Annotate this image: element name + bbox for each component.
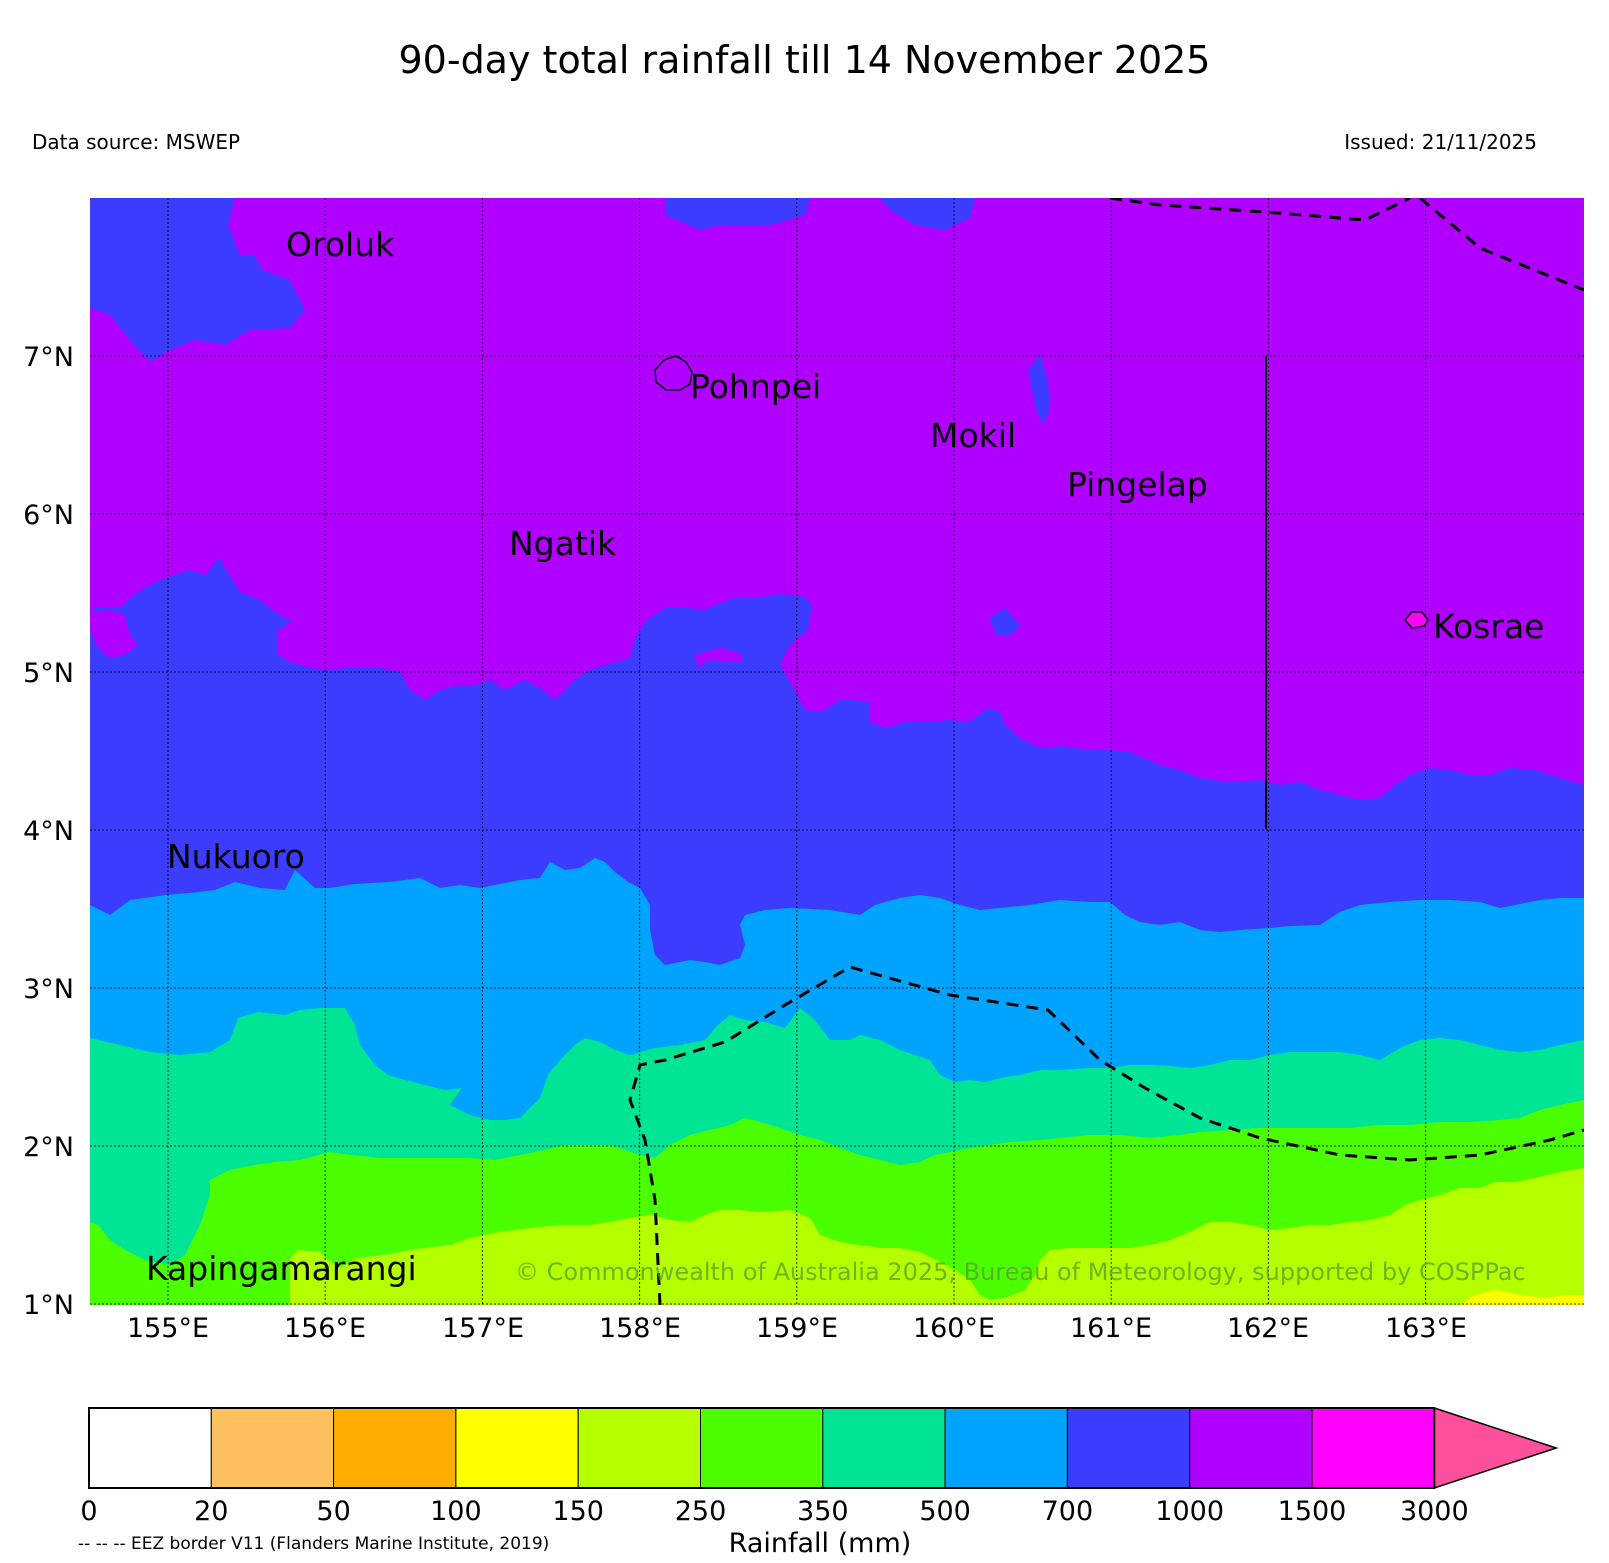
place-mokil: Mokil [930,416,1016,455]
colorbar-swatches [88,1406,1559,1490]
colorbar-frame [88,1407,1436,1489]
eez-border [1419,198,1584,292]
colorbar-swatch [577,1407,702,1489]
lon-label: 156°E [284,1313,366,1340]
band-700-1000 [990,608,1020,636]
colorbar-swatch [333,1407,457,1489]
colorbar-swatch [822,1407,946,1489]
issued-date: Issued: 21/11/2025 [1344,130,1537,154]
colorbar-tick-label: 20 [194,1496,228,1527]
island-kosrae [1404,611,1429,629]
lat-label: 4°N [23,816,74,847]
band-700-1000 [90,198,305,362]
colorbar-tick-label: 700 [1042,1496,1094,1527]
colorbar-tick-label: 1000 [1155,1496,1224,1527]
lon-label: 161°E [1070,1313,1152,1340]
lon-label: 159°E [756,1313,838,1340]
band-100-150 [1460,1290,1584,1305]
lat-label: 5°N [23,658,74,689]
colorbar-extend-arrow [1433,1406,1559,1490]
lon-label: 157°E [442,1313,524,1340]
island-pohnpei [654,355,693,391]
lat-label: 3°N [23,974,74,1005]
band-700-1000 [880,198,975,230]
lon-label: 158°E [599,1313,681,1340]
colorbar-tick-label: 350 [797,1496,849,1527]
colorbar-swatch [944,1407,1068,1489]
page-title: 90-day total rainfall till 14 November 2… [398,38,1211,82]
place-pohnpei: Pohnpei [690,367,821,406]
lon-label: 162°E [1227,1313,1309,1340]
place-pingelap: Pingelap [1067,465,1208,504]
place-nukuoro: Nukuoro [167,837,305,876]
graticule [90,198,1584,1305]
lat-label: 6°N [23,500,74,531]
colorbar-tick-label: 500 [919,1496,971,1527]
band-150-250 [290,1168,1584,1305]
colorbar-tick-label: 0 [80,1496,97,1527]
lon-label: 160°E [913,1313,995,1340]
eez-note: -- -- -- EEZ border V11 (Flanders Marine… [78,1534,550,1554]
colorbar-swatch [1066,1407,1191,1489]
place-kosrae: Kosrae [1433,607,1544,646]
rainfall-contours [90,198,1584,1305]
rainfall-map: Oroluk Pohnpei Mokil Pingelap Ngatik Kos… [23,198,1584,1340]
place-kapingamarangi: Kapingamarangi [146,1249,417,1288]
band-1000-1500-pocket [695,648,744,668]
place-ngatik: Ngatik [509,524,617,563]
lat-label: 7°N [23,342,74,373]
colorbar-swatch [700,1407,824,1489]
colorbar-tick-label: 3000 [1400,1496,1469,1527]
colorbar-tick-label: 100 [430,1496,482,1527]
lon-label: 155°E [127,1313,209,1340]
band-700-1000 [1028,355,1050,425]
colorbar-label: Rainfall (mm) [729,1528,912,1559]
colorbar-tick-label: 1500 [1278,1496,1347,1527]
colorbar-swatch [88,1407,212,1489]
lon-label: 163°E [1385,1313,1467,1340]
place-oroluk: Oroluk [286,225,395,264]
colorbar-tick-label: 150 [552,1496,604,1527]
lat-label: 1°N [23,1290,74,1321]
colorbar-tick-label: 250 [675,1496,727,1527]
colorbar-swatch [1311,1407,1435,1489]
lat-label: 2°N [23,1132,74,1163]
copyright-notice: © Commonwealth of Australia 2025, Bureau… [515,1258,1526,1286]
colorbar-swatch [210,1407,335,1489]
colorbar-swatch [1189,1407,1313,1489]
band-700-1000 [665,198,810,230]
colorbar-tick-label: 50 [316,1496,350,1527]
colorbar-ticks: 0 20 50 100 150 250 350 500 700 1000 1500 3000 [80,1496,1468,1527]
colorbar-swatch [455,1407,579,1489]
data-source: Data source: MSWEP [32,130,241,154]
